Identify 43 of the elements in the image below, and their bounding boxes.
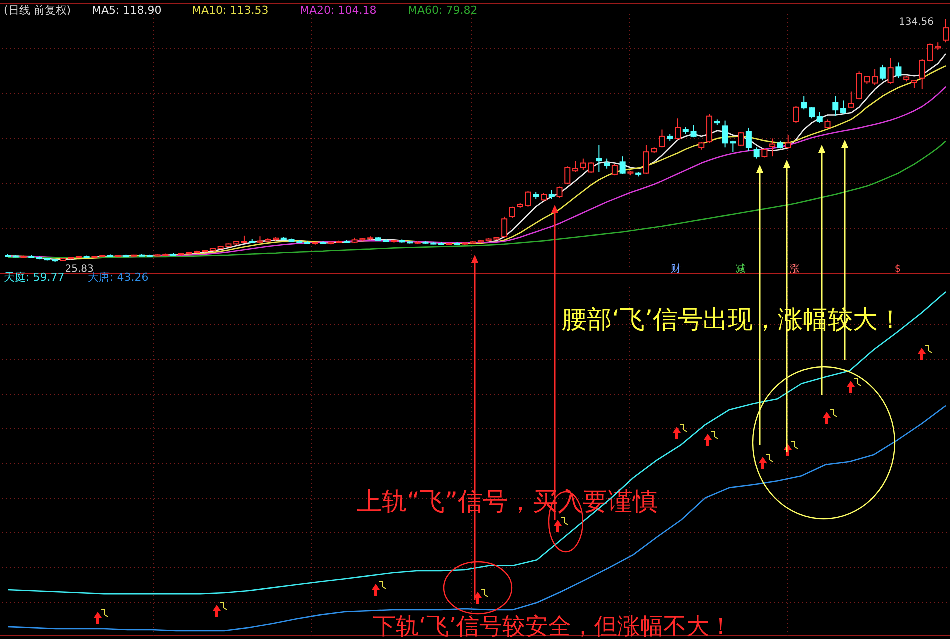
candlestick <box>675 118 681 140</box>
candlestick <box>943 18 949 44</box>
candlestick <box>840 100 847 115</box>
candlestick <box>604 158 610 170</box>
text: 天庭: 59.77 <box>4 271 65 284</box>
candlestick <box>643 144 650 175</box>
candlestick <box>572 160 579 173</box>
candlestick <box>509 206 516 219</box>
candlestick <box>659 129 666 148</box>
candlestick <box>502 216 508 238</box>
candlestick <box>880 64 886 82</box>
candlestick <box>793 106 800 124</box>
candlestick <box>596 144 602 173</box>
candlestick <box>785 134 792 150</box>
text: 涨 <box>790 263 800 275</box>
candlestick <box>872 68 878 86</box>
annotation: 134.56 <box>899 17 934 28</box>
candlestick <box>754 147 760 160</box>
chart-subtitle: (日线 前复权) <box>4 4 72 17</box>
text: MA10: 113.53 <box>192 4 269 17</box>
candlestick <box>746 127 752 152</box>
candlestick <box>612 164 618 176</box>
text: 减 <box>736 263 746 275</box>
candlestick <box>620 156 626 175</box>
text: 财 <box>671 263 681 275</box>
text: MA5: 118.90 <box>92 4 162 17</box>
candlestick <box>770 138 776 158</box>
candlestick <box>690 124 697 138</box>
annotation: 下轨‘飞’信号较安全，但涨幅不大！ <box>373 614 733 639</box>
candlestick <box>896 62 902 79</box>
candlestick <box>556 186 563 198</box>
candlestick <box>580 158 586 170</box>
candlestick <box>801 96 808 110</box>
candlestick <box>832 96 839 117</box>
candlestick <box>888 58 894 84</box>
candlestick <box>738 131 744 148</box>
candlestick <box>848 91 854 110</box>
text: MA60: 79.82 <box>408 4 478 17</box>
text: MA20: 104.18 <box>300 4 377 17</box>
candlestick <box>588 162 594 174</box>
text: $ <box>894 264 902 275</box>
candlestick <box>816 112 823 124</box>
candlestick <box>564 166 571 186</box>
